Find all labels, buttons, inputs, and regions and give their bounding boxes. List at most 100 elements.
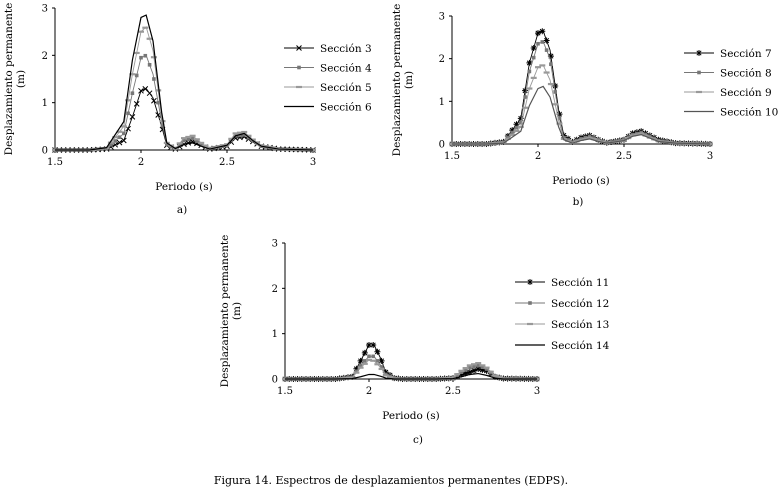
data-point — [375, 359, 380, 363]
legend-label: Sección 10 — [720, 107, 778, 119]
data-point — [117, 135, 122, 140]
data-point — [527, 69, 532, 74]
data-point — [480, 365, 485, 370]
series-sección-3 — [52, 86, 316, 153]
data-point — [483, 367, 490, 374]
data-point — [146, 90, 153, 97]
data-point — [238, 133, 242, 138]
series-sección-10 — [452, 85, 711, 145]
y-tick-label: 2 — [42, 51, 48, 62]
data-point — [540, 40, 545, 44]
data-point — [506, 135, 510, 140]
y-axis-label: Desplazamiento permanente — [219, 235, 231, 388]
y-tick-label: 2 — [272, 284, 278, 295]
data-point — [531, 55, 536, 60]
data-point — [354, 369, 359, 374]
data-point — [120, 137, 127, 144]
y-axis-unit: (m) — [231, 302, 243, 320]
data-point — [143, 53, 148, 58]
chart-a: 0 1 2 3 1.5 2 2.5 3 Periodo (s) Desplazamiento pe… — [3, 3, 372, 216]
data-point — [133, 100, 140, 107]
data-point — [134, 73, 139, 78]
panel-label: c) — [413, 434, 423, 446]
data-point — [357, 357, 364, 364]
data-point — [553, 90, 557, 94]
data-point — [556, 111, 563, 118]
y-tick-label: 0 — [272, 375, 278, 386]
series-sección-9 — [449, 64, 713, 146]
x-tick-label: 2.5 — [219, 157, 235, 168]
data-point — [530, 45, 537, 51]
series-sección-8 — [450, 40, 712, 146]
legend-entry: Sección 4 — [284, 63, 372, 75]
data-point — [509, 127, 516, 134]
x-tick-label: 3 — [310, 157, 316, 168]
y-tick-label: 3 — [272, 239, 278, 250]
data-point — [476, 363, 480, 368]
legend-entry: Sección 6 — [284, 102, 372, 114]
chart-c: 0 1 2 3 1.5 2 2.5 3 Periodo (s) Desplazamiento pe… — [219, 235, 610, 446]
data-point — [458, 371, 465, 378]
data-point — [648, 134, 652, 139]
legend-entry: Sección 11 — [515, 277, 609, 289]
data-point — [367, 354, 371, 359]
data-point — [126, 111, 130, 116]
data-point — [468, 365, 472, 370]
data-point — [484, 367, 489, 371]
data-point — [366, 342, 372, 348]
data-point — [139, 55, 143, 60]
legend-entry: Sección 10 — [684, 107, 778, 119]
x-axis-label: Periodo (s) — [155, 181, 212, 193]
legend-marker — [528, 301, 532, 305]
data-point — [361, 349, 368, 356]
data-point — [466, 369, 473, 376]
data-point — [536, 41, 540, 46]
y-tick-label: 2 — [439, 54, 445, 65]
legend-label: Sección 7 — [720, 48, 772, 60]
series-line — [452, 85, 711, 145]
series-line — [55, 14, 314, 151]
y-axis-label: Desplazamiento permanente — [391, 4, 403, 157]
data-point — [190, 136, 195, 140]
legend-label: Sección 8 — [720, 68, 772, 80]
y-tick-label: 1 — [272, 329, 278, 340]
data-point — [475, 366, 482, 373]
legend-entry: Sección 12 — [515, 298, 609, 310]
legend-label: Sección 13 — [551, 319, 609, 331]
x-tick-label: 2 — [366, 386, 372, 397]
y-tick-label: 0 — [42, 146, 48, 157]
data-point — [510, 130, 514, 135]
x-axis-label: Periodo (s) — [382, 410, 439, 422]
legend-marker — [297, 65, 301, 70]
legend-label: Sección 12 — [551, 298, 609, 310]
data-point — [371, 354, 375, 359]
data-point — [382, 369, 389, 376]
data-point — [459, 370, 464, 374]
x-tick-label: 1.5 — [277, 386, 293, 397]
legend-entry: Sección 5 — [284, 82, 372, 94]
data-point — [523, 95, 527, 99]
series-sección-11 — [282, 342, 540, 382]
data-point — [513, 121, 520, 128]
series-line — [285, 344, 538, 380]
legend-marker — [697, 70, 701, 75]
data-point — [195, 139, 199, 144]
legend-entry: Sección 8 — [684, 68, 772, 80]
series-sección-6 — [55, 14, 314, 151]
panel-label: b) — [573, 196, 584, 208]
data-point — [379, 365, 384, 369]
series-line — [285, 372, 537, 380]
data-point — [462, 370, 469, 377]
y-tick-label: 1 — [439, 97, 445, 108]
data-point — [526, 59, 533, 66]
legend-label: Sección 14 — [551, 340, 610, 352]
legend-label: Sección 4 — [320, 63, 372, 75]
legend-entry: Sección 7 — [684, 48, 772, 60]
legend-marker — [296, 45, 302, 51]
data-point — [156, 100, 160, 105]
x-tick-label: 3 — [707, 151, 713, 162]
series-line — [452, 30, 711, 145]
data-point — [358, 363, 363, 368]
data-point — [535, 30, 541, 37]
